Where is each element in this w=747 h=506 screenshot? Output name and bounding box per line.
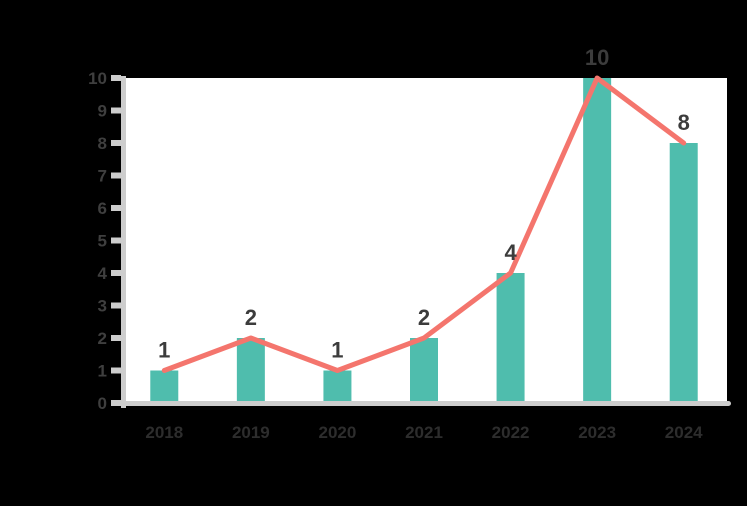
- y-tick-label: 4: [98, 264, 108, 283]
- y-axis-tick: [111, 335, 121, 341]
- y-tick-label: 10: [88, 69, 107, 88]
- x-tick-label-2022: 2022: [492, 423, 530, 442]
- x-tick-label-2020: 2020: [319, 423, 357, 442]
- data-label-2023: 10: [585, 45, 609, 70]
- y-tick-label: 8: [98, 134, 107, 153]
- data-label-2019: 2: [245, 305, 257, 330]
- y-tick-label: 0: [98, 394, 107, 413]
- trend-line: [161, 75, 687, 373]
- y-tick-label: 2: [98, 329, 107, 348]
- data-label-2018: 1: [158, 338, 170, 363]
- y-axis-tick: [111, 237, 121, 244]
- y-tick-label: 9: [98, 102, 107, 121]
- y-axis-tick: [111, 140, 121, 146]
- bar-2024: [669, 143, 698, 403]
- bar-2021: [410, 338, 438, 403]
- bar-2020: [323, 370, 352, 403]
- y-tick-label: 6: [98, 199, 107, 218]
- y-tick-label: 5: [98, 232, 107, 251]
- data-label-2022: 4: [504, 240, 517, 265]
- bar-2019: [236, 338, 265, 403]
- y-axis-tick: [111, 270, 121, 276]
- x-tick-label-2018: 2018: [145, 423, 183, 442]
- data-label-2020: 1: [331, 338, 343, 363]
- y-tick-label: 3: [98, 297, 107, 316]
- x-tick-label-2019: 2019: [232, 423, 270, 442]
- x-axis-line: [119, 401, 731, 406]
- y-axis-tick: [111, 302, 121, 309]
- data-label-2024: 8: [678, 110, 690, 135]
- y-axis-tick: [111, 367, 121, 374]
- bar-2023: [583, 78, 612, 403]
- x-tick-label-2023: 2023: [578, 423, 616, 442]
- y-tick-label: 1: [98, 362, 107, 381]
- y-axis-tick: [111, 205, 121, 211]
- x-tick-label-2021: 2021: [405, 423, 443, 442]
- data-label-2021: 2: [418, 305, 430, 330]
- y-axis-tick: [111, 107, 121, 114]
- y-axis-tick: [111, 172, 121, 179]
- y-axis-tick: [111, 400, 121, 406]
- y-axis-tick: [111, 75, 121, 81]
- x-tick-label-2024: 2024: [665, 423, 703, 442]
- y-axis-line: [121, 76, 126, 408]
- bar-2022: [496, 273, 525, 403]
- y-tick-label: 7: [98, 167, 107, 186]
- bar-2018: [150, 370, 179, 403]
